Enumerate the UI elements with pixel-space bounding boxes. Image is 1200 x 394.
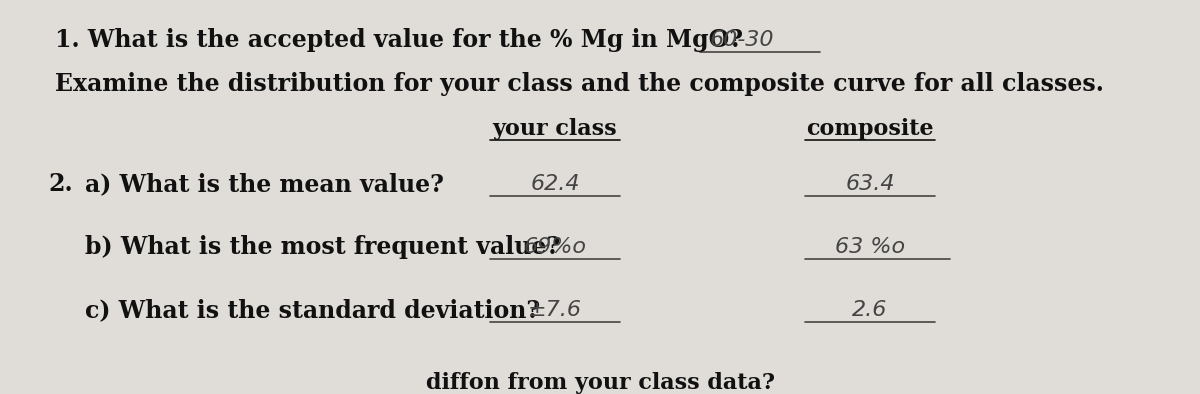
Text: 63 %o: 63 %o: [835, 237, 905, 257]
Text: 2.6: 2.6: [852, 300, 888, 320]
Text: a) What is the mean value?: a) What is the mean value?: [85, 172, 444, 196]
Text: Examine the distribution for your class and the composite curve for all classes.: Examine the distribution for your class …: [55, 72, 1104, 96]
Text: b) What is the most frequent value?: b) What is the most frequent value?: [85, 235, 560, 259]
Text: c) What is the standard deviation?: c) What is the standard deviation?: [85, 298, 540, 322]
Text: composite: composite: [806, 118, 934, 140]
Text: 62.4: 62.4: [530, 174, 580, 194]
Text: 1. What is the accepted value for the % Mg in MgO?: 1. What is the accepted value for the % …: [55, 28, 743, 52]
Text: your class: your class: [493, 118, 617, 140]
Text: 69%o: 69%o: [523, 237, 587, 257]
Text: 60-30: 60-30: [710, 30, 774, 50]
Text: 63.4: 63.4: [845, 174, 895, 194]
Text: diffon from your class data?: diffon from your class data?: [426, 372, 774, 394]
Text: 2.: 2.: [48, 172, 73, 196]
Text: ±7.6: ±7.6: [528, 300, 582, 320]
